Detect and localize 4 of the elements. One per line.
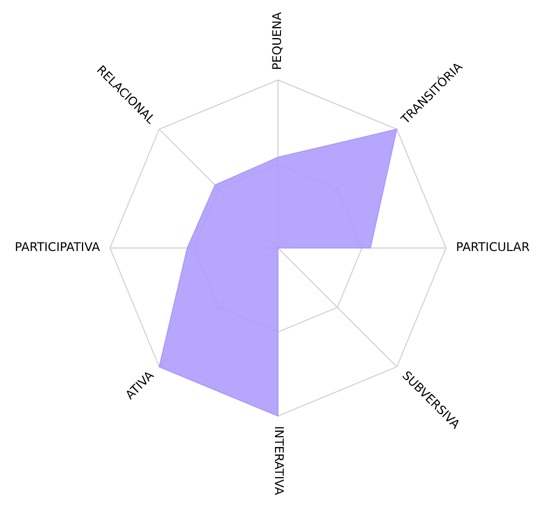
- spoke-label: PEQUENA: [270, 11, 284, 70]
- spoke-label: PARTICIPATIVA: [14, 240, 101, 254]
- spoke-label: INTERATIVA: [272, 426, 286, 496]
- spoke-label: PARTICULAR: [456, 240, 530, 254]
